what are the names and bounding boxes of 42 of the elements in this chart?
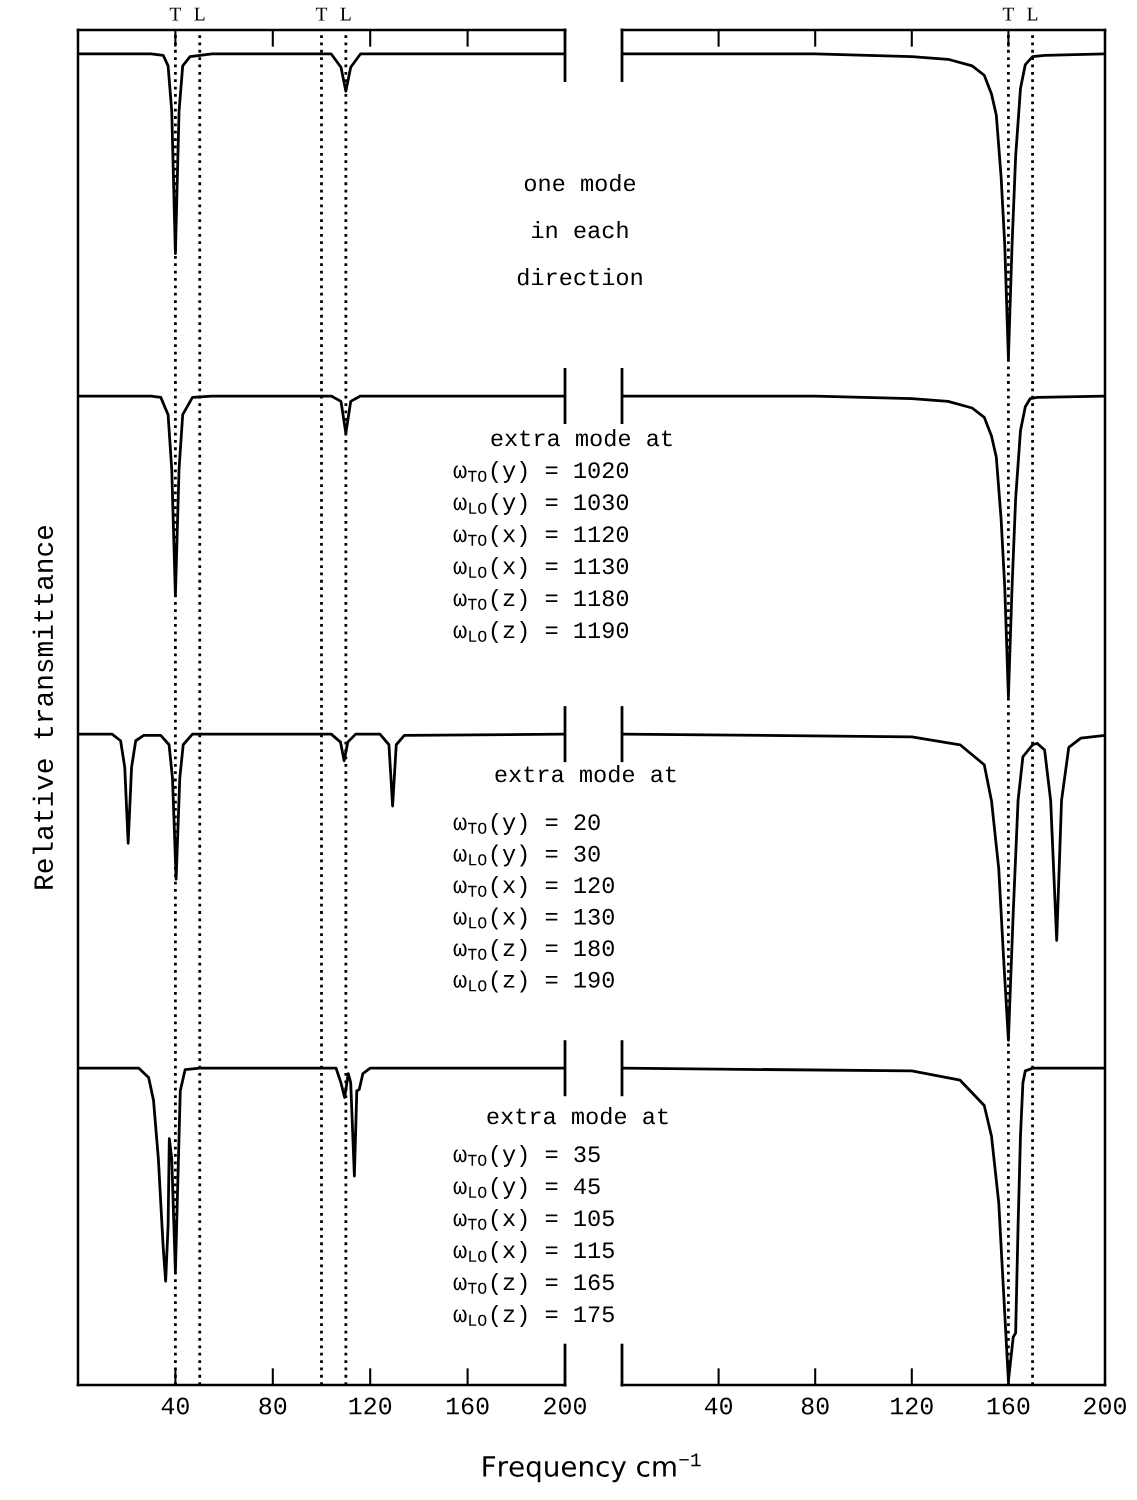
x-tick-label: 40 [704, 1397, 733, 1415]
annotation: ω$_{TO}$(y) = 35 [453, 1144, 600, 1167]
annotation: ω$_{TO}$(y) = 20 [453, 812, 600, 835]
annotation: extra mode at [495, 764, 676, 783]
annotation: ω$_{LO}$(y) = 1030 [453, 492, 629, 515]
annotation: ω$_{TO}$(y) = 1020 [453, 460, 629, 483]
annotation: ω$_{TO}$(z) = 1180 [453, 588, 629, 611]
annotation: ω$_{LO}$(y) = 30 [453, 844, 600, 867]
x-tick-label: 40 [161, 1397, 189, 1415]
annotation: extra mode at [487, 1106, 668, 1125]
x-tick-label: 80 [259, 1397, 287, 1415]
annotation: ω$_{LO}$(x) = 115 [453, 1240, 614, 1263]
annotation: ω$_{TO}$(x) = 120 [453, 875, 614, 898]
annotation: ω$_{LO}$(x) = 1130 [453, 556, 629, 579]
annotation: ω$_{TO}$(x) = 105 [453, 1208, 614, 1231]
ref-line-label: L [1027, 7, 1038, 21]
x-tick-label: 160 [446, 1397, 489, 1415]
x-axis-title: Frequency cm$^{−1}$ [483, 1453, 701, 1483]
annotation: ω$_{TO}$(z) = 180 [453, 938, 614, 961]
ref-line-label: T [315, 7, 328, 21]
annotation: ω$_{LO}$(z) = 1190 [453, 620, 629, 643]
annotation: direction [517, 268, 642, 286]
ref-line-label: L [194, 7, 205, 21]
annotation: in each [532, 221, 628, 239]
annotation: ω$_{TO}$(z) = 165 [453, 1272, 614, 1295]
ref-line-label: L [340, 7, 351, 21]
y-axis-title: Relative transmittance [32, 525, 54, 889]
x-tick-label: 120 [891, 1397, 933, 1415]
ref-line-label: T [1002, 7, 1015, 21]
annotation: ω$_{TO}$(x) = 1120 [453, 524, 629, 547]
x-tick-label: 120 [349, 1397, 392, 1415]
annotation: one mode [524, 174, 636, 192]
x-tick-label: 80 [801, 1397, 829, 1415]
annotation: ω$_{LO}$(z) = 190 [453, 970, 614, 993]
x-tick-label: 200 [1084, 1397, 1126, 1415]
x-tick-label: 160 [987, 1397, 1030, 1415]
x-tick-label: 200 [544, 1397, 586, 1415]
annotation: ω$_{LO}$(z) = 175 [453, 1304, 614, 1327]
annotation: ω$_{LO}$(x) = 130 [453, 907, 614, 930]
annotation: extra mode at [491, 429, 672, 447]
annotation: ω$_{LO}$(y) = 45 [453, 1176, 600, 1199]
ref-line-label: T [169, 7, 182, 21]
